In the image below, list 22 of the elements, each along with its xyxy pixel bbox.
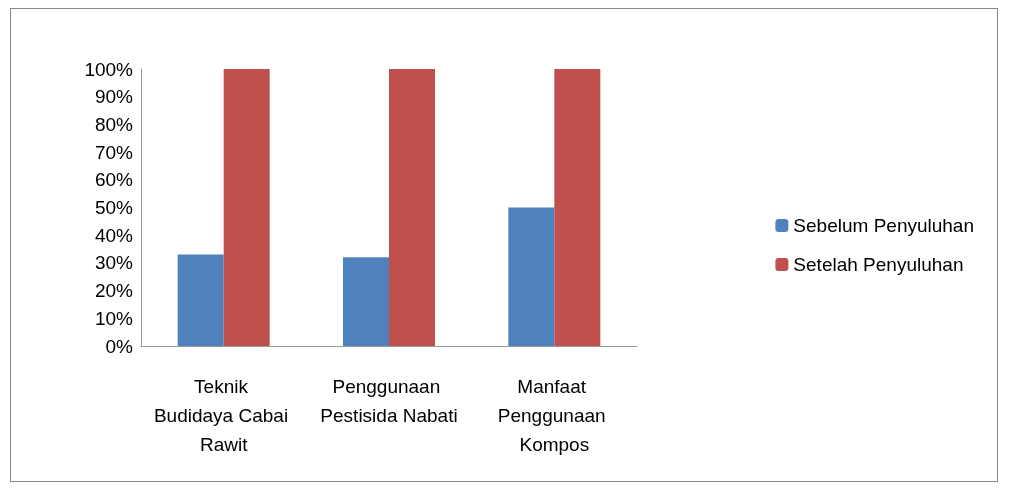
legend-label: Sebelum Penyuluhan xyxy=(793,215,975,236)
y-tick-label: 50% xyxy=(94,197,134,218)
y-tick-label: 70% xyxy=(94,141,134,163)
bar xyxy=(177,254,224,346)
y-tick-label: 0% xyxy=(105,335,134,357)
bar xyxy=(223,69,270,346)
bar xyxy=(554,69,601,346)
y-tick-label: 30% xyxy=(94,252,134,274)
x-tick-label: Penggunaan Pestisida Nabati xyxy=(320,376,458,426)
bar xyxy=(389,69,435,346)
bar xyxy=(343,257,389,346)
y-tick-label: 20% xyxy=(94,280,134,302)
y-tick-label: 90% xyxy=(94,86,134,108)
y-tick-label: 60% xyxy=(94,169,134,191)
bar xyxy=(508,207,555,346)
y-tick-label: 40% xyxy=(94,224,134,246)
x-tick-label: Manfaat Penggunaan Kompos xyxy=(497,376,611,455)
legend-label: Setelah Penyuluhan xyxy=(793,254,964,275)
y-tick-label: 10% xyxy=(94,307,134,329)
y-tick-label: 100% xyxy=(84,58,134,80)
y-tick-label: 80% xyxy=(94,113,134,135)
x-tick-label: Teknik Budidaya Cabai Rawit xyxy=(153,376,294,455)
